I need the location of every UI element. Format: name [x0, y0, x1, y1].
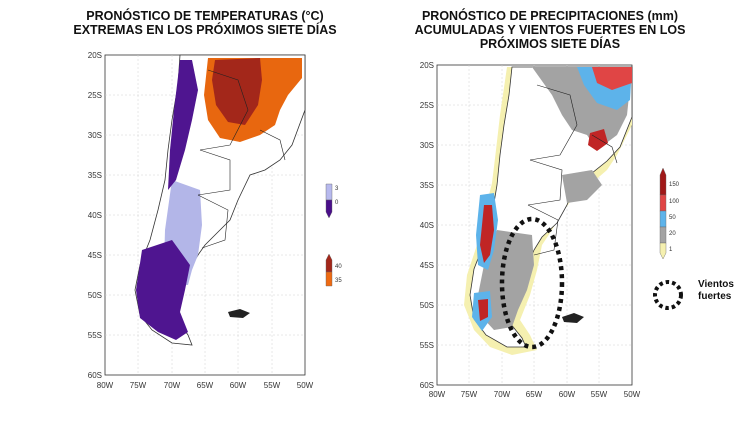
- lon-tick-label: 55W: [264, 381, 281, 390]
- lat-tick-label: 55S: [88, 331, 102, 340]
- precip-legend-swatch: [659, 167, 667, 196]
- lon-tick-label: 50W: [624, 390, 641, 399]
- cold-legend-swatch-light: [325, 183, 333, 201]
- lon-axis-labels: 80W 75W 70W 65W 60W 55W 50W: [429, 390, 641, 399]
- precipitation-legend: 150 100 50 20 1: [659, 167, 680, 260]
- cold-legend: 3 0: [325, 183, 339, 219]
- lat-tick-label: 55S: [420, 341, 434, 350]
- precip-legend-swatch: [659, 210, 667, 228]
- lat-tick-label: 40S: [420, 221, 434, 230]
- lon-tick-label: 65W: [197, 381, 214, 390]
- lat-tick-label: 50S: [88, 291, 102, 300]
- temperature-title-line2: EXTREMAS EN LOS PRÓXIMOS SIETE DÍAS: [73, 23, 337, 37]
- strong-winds-legend-label: Vientos fuertes: [698, 279, 734, 303]
- cold-legend-label: 0: [335, 200, 339, 206]
- precip-legend-swatch: [659, 226, 667, 244]
- province-borders: [527, 84, 618, 256]
- lat-tick-label: 45S: [88, 251, 102, 260]
- lon-tick-label: 70W: [494, 390, 511, 399]
- falkland-islands: [228, 309, 250, 318]
- precipitation-title-line2: ACUMULADAS Y VIENTOS FUERTES EN LOS: [414, 23, 686, 37]
- hot-legend-label: 40: [335, 264, 342, 270]
- precip-red-area-west: [480, 205, 494, 263]
- lat-tick-label: 20S: [420, 61, 434, 70]
- precipitation-map: 20S 25S 30S 35S 40S 45S 50S 55S 60S 80W …: [420, 61, 641, 399]
- lon-tick-label: 60W: [559, 390, 576, 399]
- lat-tick-label: 25S: [420, 101, 434, 110]
- strong-winds-legend-icon: [653, 280, 683, 310]
- precip-red-area-southwest: [478, 299, 488, 321]
- lon-tick-label: 80W: [429, 390, 446, 399]
- precipitation-map-title: PRONÓSTICO DE PRECIPITACIONES (mm) ACUMU…: [395, 9, 705, 51]
- falkland-islands: [562, 313, 584, 323]
- temperature-legends: 3 0 40 35: [325, 183, 342, 287]
- hot-legend-swatch-light: [325, 271, 333, 287]
- lon-tick-label: 75W: [461, 390, 478, 399]
- precip-gray-area-center: [562, 170, 602, 203]
- lat-tick-label: 45S: [420, 261, 434, 270]
- precip-legend-label: 150: [669, 182, 680, 188]
- precip-legend-label: 100: [669, 199, 680, 205]
- precipitation-title-line3: PRÓXIMOS SIETE DÍAS: [479, 37, 621, 51]
- cold-area-dark-north: [168, 60, 198, 190]
- precip-legend-label: 20: [669, 231, 676, 237]
- lon-tick-label: 50W: [297, 381, 314, 390]
- lat-axis-labels: 20S 25S 30S 35S 40S 45S 50S 55S 60S: [88, 51, 102, 380]
- lon-tick-label: 55W: [591, 390, 608, 399]
- lon-tick-label: 75W: [130, 381, 147, 390]
- hot-legend: 40 35: [325, 253, 342, 287]
- cold-legend-label: 3: [335, 186, 339, 192]
- province-borders: [197, 69, 286, 249]
- precip-legend-label: 1: [669, 247, 673, 253]
- cold-area-dark-south: [136, 240, 190, 340]
- lat-tick-label: 30S: [88, 131, 102, 140]
- lon-tick-label: 70W: [164, 381, 181, 390]
- lon-tick-label: 60W: [230, 381, 247, 390]
- cold-legend-swatch-dark: [325, 199, 333, 219]
- precipitation-title-line1: PRONÓSTICO DE PRECIPITACIONES (mm): [421, 9, 679, 23]
- strong-winds-label-line1: Vientos: [698, 279, 734, 290]
- lat-tick-label: 40S: [88, 211, 102, 220]
- lat-tick-label: 25S: [88, 91, 102, 100]
- lat-axis-labels: 20S 25S 30S 35S 40S 45S 50S 55S 60S: [420, 61, 434, 390]
- lat-tick-label: 35S: [420, 181, 434, 190]
- lon-tick-label: 65W: [526, 390, 543, 399]
- precip-legend-label: 50: [669, 215, 676, 221]
- strong-winds-label-line2: fuertes: [698, 291, 732, 302]
- strong-winds-ellipse: [499, 216, 565, 350]
- precip-legend-swatch: [659, 242, 667, 260]
- hot-legend-swatch-dark: [325, 253, 333, 273]
- precip-legend-swatch: [659, 194, 667, 212]
- temperature-title-line1: PRONÓSTICO DE TEMPERATURAS (°C): [86, 9, 324, 23]
- lat-tick-label: 50S: [420, 301, 434, 310]
- temperature-map-title: PRONÓSTICO DE TEMPERATURAS (°C) EXTREMAS…: [40, 9, 370, 37]
- lat-tick-label: 60S: [88, 371, 102, 380]
- lon-axis-labels: 80W 75W 70W 65W 60W 55W 50W: [97, 381, 314, 390]
- lat-tick-label: 35S: [88, 171, 102, 180]
- hot-legend-label: 35: [335, 278, 342, 284]
- lon-tick-label: 80W: [97, 381, 114, 390]
- lat-tick-label: 30S: [420, 141, 434, 150]
- hot-area-dark: [212, 58, 262, 125]
- lat-tick-label: 60S: [420, 381, 434, 390]
- temperature-map: 20S 25S 30S 35S 40S 45S 50S 55S 60S 80W …: [88, 51, 314, 390]
- precip-red-area-northeast: [588, 129, 608, 151]
- lat-tick-label: 20S: [88, 51, 102, 60]
- strong-winds-legend: Vientos fuertes: [650, 278, 750, 314]
- precip-red-area-north: [592, 67, 632, 90]
